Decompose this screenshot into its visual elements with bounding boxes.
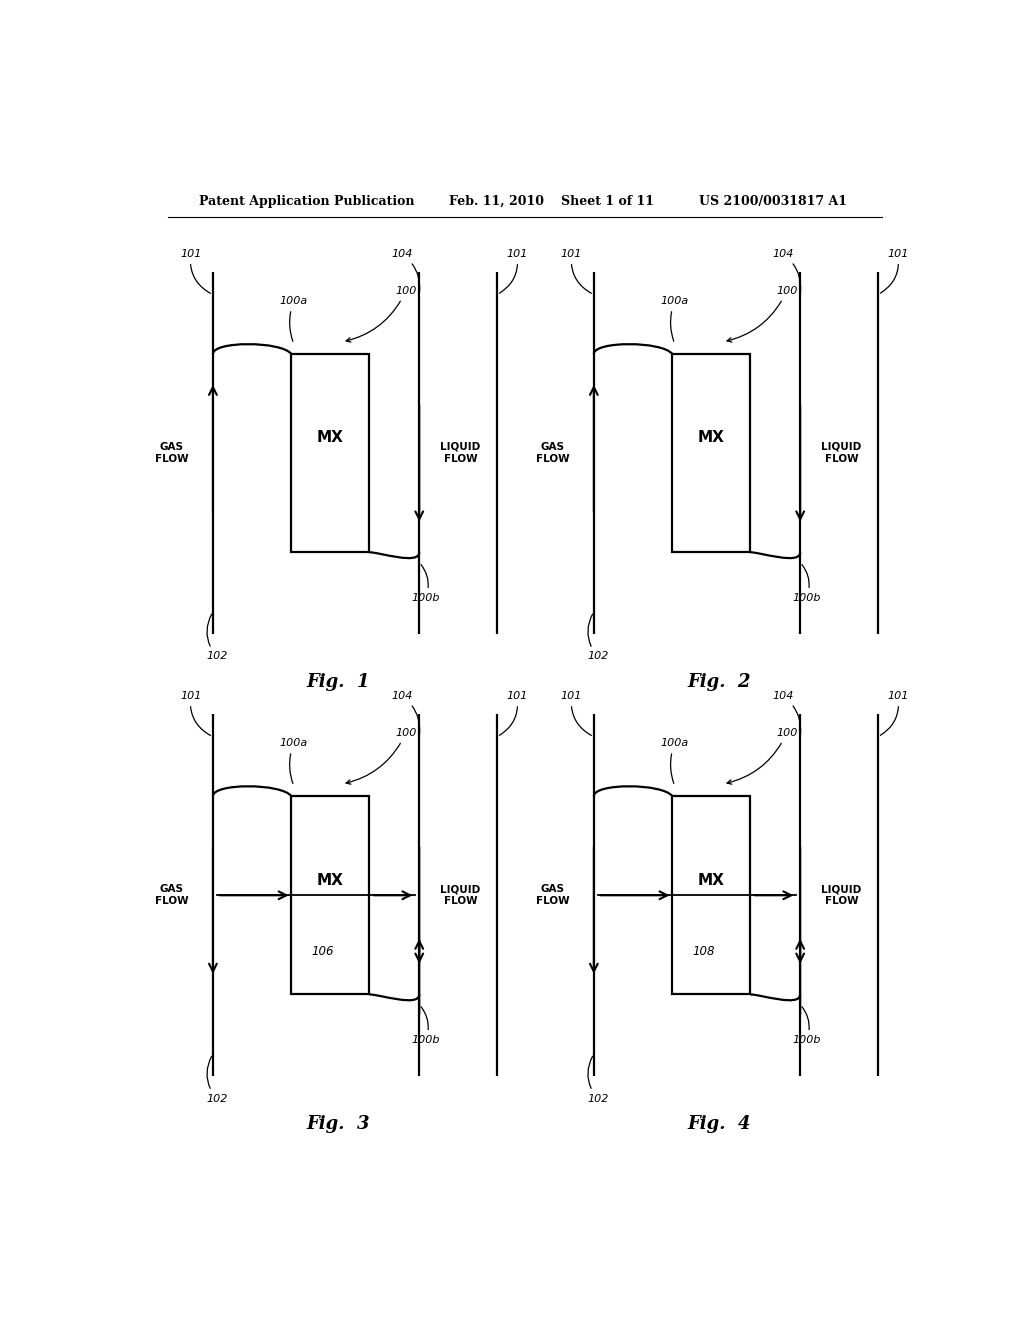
- Bar: [292, 796, 370, 994]
- Text: 101: 101: [881, 249, 908, 293]
- Text: 104: 104: [391, 692, 420, 734]
- Text: Patent Application Publication: Patent Application Publication: [200, 194, 415, 207]
- Text: MX: MX: [698, 430, 725, 445]
- Text: LIQUID
FLOW: LIQUID FLOW: [821, 442, 861, 465]
- Text: Sheet 1 of 11: Sheet 1 of 11: [560, 194, 653, 207]
- Text: MX: MX: [698, 873, 725, 887]
- Text: 100b: 100b: [793, 565, 821, 603]
- Text: LIQUID
FLOW: LIQUID FLOW: [821, 884, 861, 907]
- Text: Fig.  3: Fig. 3: [306, 1115, 370, 1133]
- Text: GAS
FLOW: GAS FLOW: [536, 884, 569, 907]
- Text: 101: 101: [180, 692, 211, 735]
- Bar: [292, 354, 370, 552]
- Bar: [673, 354, 751, 552]
- Text: 104: 104: [772, 249, 801, 292]
- Text: 101: 101: [881, 692, 908, 735]
- Text: 101: 101: [500, 249, 527, 293]
- Text: 100a: 100a: [660, 738, 689, 784]
- Text: 102: 102: [587, 1056, 608, 1104]
- Text: 100b: 100b: [412, 1007, 440, 1045]
- Text: LIQUID
FLOW: LIQUID FLOW: [440, 442, 480, 465]
- Text: GAS
FLOW: GAS FLOW: [155, 884, 188, 907]
- Text: 100: 100: [727, 729, 798, 784]
- Text: 106: 106: [311, 945, 334, 958]
- Text: MX: MX: [317, 430, 344, 445]
- Text: 100: 100: [346, 729, 417, 784]
- Text: 104: 104: [391, 249, 420, 292]
- Text: 104: 104: [772, 692, 801, 734]
- Text: 101: 101: [180, 249, 211, 293]
- Text: 102: 102: [206, 1056, 227, 1104]
- Text: Fig.  1: Fig. 1: [306, 673, 370, 690]
- Text: 100b: 100b: [412, 565, 440, 603]
- Text: MX: MX: [317, 873, 344, 887]
- Text: 108: 108: [692, 945, 715, 958]
- Text: 102: 102: [587, 614, 608, 661]
- Text: 100a: 100a: [280, 296, 308, 342]
- Text: GAS
FLOW: GAS FLOW: [155, 442, 188, 465]
- Text: 101: 101: [561, 692, 592, 735]
- Text: Fig.  2: Fig. 2: [687, 673, 751, 690]
- Bar: [673, 796, 751, 994]
- Text: 100: 100: [346, 286, 417, 342]
- Text: 100b: 100b: [793, 1007, 821, 1045]
- Text: 102: 102: [206, 614, 227, 661]
- Text: 100a: 100a: [660, 296, 689, 342]
- Text: LIQUID
FLOW: LIQUID FLOW: [440, 884, 480, 907]
- Text: Fig.  4: Fig. 4: [687, 1115, 751, 1133]
- Text: Feb. 11, 2010: Feb. 11, 2010: [450, 194, 545, 207]
- Text: US 2100/0031817 A1: US 2100/0031817 A1: [699, 194, 848, 207]
- Text: 101: 101: [500, 692, 527, 735]
- Text: 100: 100: [727, 286, 798, 342]
- Text: 100a: 100a: [280, 738, 308, 784]
- Text: GAS
FLOW: GAS FLOW: [536, 442, 569, 465]
- Text: 101: 101: [561, 249, 592, 293]
